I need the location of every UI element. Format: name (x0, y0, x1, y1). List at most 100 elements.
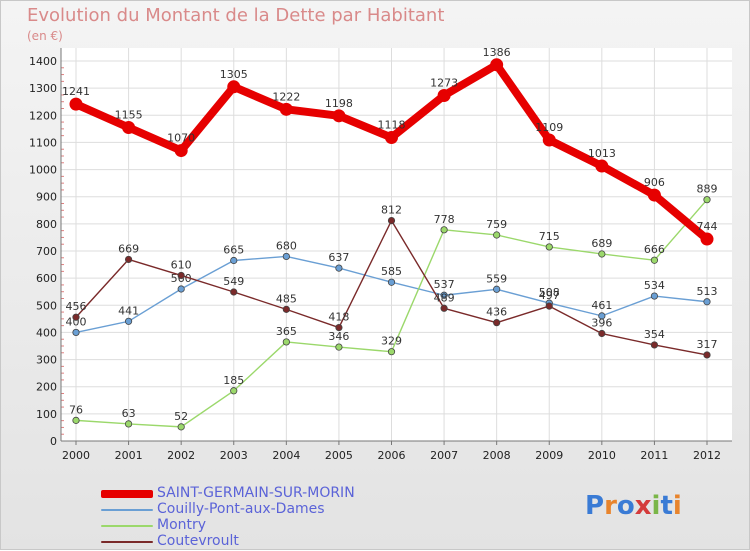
data-point (598, 250, 606, 258)
data-point (124, 317, 133, 325)
data-label: 1305 (220, 68, 248, 81)
data-point (282, 338, 290, 346)
x-tick-label: 2011 (640, 449, 668, 462)
data-label: 317 (697, 338, 718, 351)
data-label: 812 (381, 204, 402, 217)
data-label: 680 (276, 239, 297, 252)
data-point (703, 298, 711, 306)
data-point (703, 196, 711, 204)
y-axis-ticks: 0 100 200 300 400 500 600 700 800 900 1000 1100 1200… (29, 55, 57, 448)
data-point (387, 217, 396, 225)
y-tick-label: 200 (36, 381, 57, 394)
data-label: 744 (697, 220, 718, 233)
data-point (335, 264, 343, 272)
y-tick-label: 300 (36, 354, 57, 367)
logo-letter: r (604, 491, 617, 521)
data-point (69, 97, 83, 111)
plot-area (61, 48, 732, 441)
data-point (650, 256, 659, 264)
chart-subtitle: (en €) (27, 29, 63, 43)
data-point (703, 351, 711, 359)
data-label: 489 (434, 291, 455, 304)
y-tick-label: 900 (36, 191, 57, 204)
logo-letter: P (585, 491, 605, 521)
series-couilly-pont-aux-dames: 400441560665680637585537559508461534513 (66, 239, 718, 337)
data-point (542, 133, 556, 147)
data-point (647, 188, 661, 202)
data-point (385, 131, 398, 145)
data-point (650, 341, 659, 349)
data-point (598, 312, 606, 320)
data-label: 1198 (325, 97, 353, 110)
data-point (437, 88, 451, 102)
y-tick-label: 0 (50, 435, 57, 448)
legend-label: Montry (157, 517, 207, 533)
data-point (440, 291, 448, 299)
data-label: 354 (644, 328, 665, 341)
data-label: 418 (328, 311, 349, 324)
data-point (124, 420, 133, 428)
data-point (387, 348, 396, 356)
data-label: 461 (591, 299, 612, 312)
data-label: 441 (118, 304, 139, 317)
data-label: 637 (328, 251, 349, 264)
data-point (332, 109, 346, 123)
data-point (598, 329, 606, 338)
data-label: 1013 (588, 147, 616, 160)
data-label: 400 (66, 315, 87, 328)
logo-letter: i (651, 491, 661, 521)
data-label: 1241 (62, 85, 90, 98)
data-point (700, 232, 714, 246)
data-point (279, 102, 293, 116)
data-label: 1273 (430, 76, 458, 89)
data-point (440, 226, 448, 234)
data-point (72, 328, 80, 337)
data-point (493, 319, 501, 327)
data-point (72, 313, 80, 321)
legend-swatch (101, 509, 153, 511)
y-tick-label: 400 (36, 326, 57, 339)
data-label: 549 (223, 275, 244, 288)
x-tick-label: 2003 (220, 449, 248, 462)
data-point (440, 304, 448, 312)
data-point (230, 288, 238, 296)
data-point (335, 343, 343, 351)
data-label: 534 (644, 279, 665, 292)
legend-label: SAINT-GERMAIN-SUR-MORIN (157, 485, 355, 501)
x-tick-label: 2009 (535, 449, 563, 462)
x-axis-ticks: 2000 2001 2002 2003 2004 2005 2006 2007 2008 2009… (62, 441, 721, 462)
y-tick-label: 600 (36, 272, 57, 285)
data-point (177, 285, 185, 293)
y-tick-label: 1300 (29, 82, 57, 95)
series-montry: 76 63 52 185 365 346 329 778 759 715 689 666 889 (69, 183, 718, 431)
x-tick-label: 2008 (483, 449, 511, 462)
data-label: 665 (223, 244, 244, 257)
x-tick-label: 2001 (115, 449, 143, 462)
logo-letter: x (634, 491, 652, 521)
y-tick-label: 700 (36, 245, 57, 258)
data-label: 666 (644, 243, 665, 256)
data-label: 1386 (483, 46, 511, 59)
data-label: 365 (276, 325, 297, 338)
data-point (230, 387, 238, 395)
data-point (124, 255, 133, 264)
data-point (177, 271, 185, 280)
data-label: 497 (539, 289, 560, 302)
x-tick-label: 2007 (430, 449, 458, 462)
data-point (174, 144, 188, 158)
legend-label: Coutevroult (157, 533, 239, 549)
x-tick-label: 2012 (693, 449, 721, 462)
series-saint-germain-sur-morin: 1241 1155 1070 1305 1222 1198 1118 1273 1386 1109… (62, 46, 718, 246)
data-label: 906 (644, 176, 665, 189)
data-label: 1109 (535, 121, 563, 134)
data-point (72, 416, 80, 424)
data-label: 76 (69, 403, 83, 416)
data-label: 1070 (167, 132, 195, 145)
data-label: 669 (118, 242, 139, 255)
data-label: 329 (381, 335, 402, 348)
x-tick-label: 2005 (325, 449, 353, 462)
logo-letter: t (660, 491, 673, 521)
y-tick-label: 500 (36, 299, 57, 312)
data-point (282, 305, 290, 313)
